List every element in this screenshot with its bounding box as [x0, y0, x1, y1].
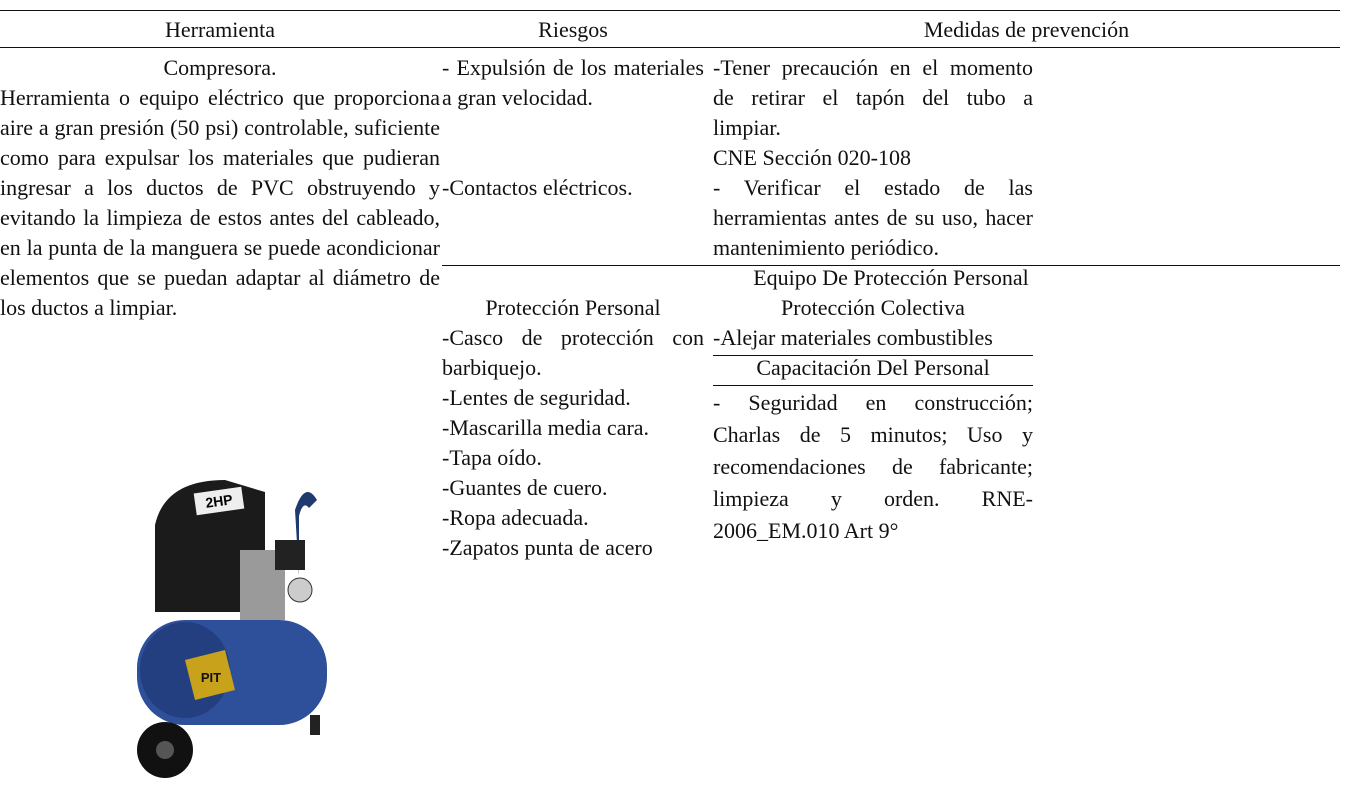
collective-item: -Alejar materiales combustibles: [713, 325, 993, 350]
training-title: Capacitación Del Personal: [756, 355, 990, 380]
personal-list: -Casco de protección con barbiquejo. -Len…: [442, 323, 704, 563]
header-rule: [0, 47, 1340, 48]
personal-item: -Lentes de seguridad.: [442, 385, 631, 410]
header-cell: Riesgos: [538, 17, 608, 42]
label-plate: [193, 486, 245, 516]
personal-item: -Tapa oído.: [442, 445, 542, 470]
header-cell: Herramienta: [165, 17, 275, 42]
brand-text: PIT: [201, 670, 221, 685]
label-text: 2HP: [204, 491, 233, 511]
personal-item: -Casco de protección con barbiquejo.: [442, 325, 704, 380]
header-cell: Medidas de prevención: [923, 17, 1130, 42]
cell-rule: [713, 385, 1033, 386]
measure: -Tener precaución en el momento de retir…: [713, 55, 1033, 140]
personal-item: -Ropa adecuada.: [442, 505, 589, 530]
personal-item: -Zapatos punta de acero: [442, 535, 653, 560]
risk: - Expulsión de los materiales a gran vel…: [442, 55, 704, 110]
collective-title: Protección Colectiva: [781, 295, 965, 320]
top-rule: [0, 10, 1340, 11]
epp-title: Equipo De Protección Personal: [753, 265, 1029, 290]
wheel-hub: [156, 741, 174, 759]
section-rule: [442, 265, 1340, 266]
foot: [310, 715, 320, 735]
personal-item: -Guantes de cuero.: [442, 475, 608, 500]
measure: CNE Sección 020-108: [713, 145, 911, 170]
cell-rule: [713, 355, 1033, 356]
personal-title: Protección Personal: [485, 295, 661, 320]
risk: -Contactos eléctricos.: [442, 175, 633, 200]
tool-name: Compresora.: [163, 55, 277, 80]
training-text: - Seguridad en construcción; Charlas de …: [713, 390, 1033, 543]
gauge: [287, 577, 313, 603]
brand-badge: [185, 650, 235, 700]
motor-cover: [155, 480, 265, 612]
switch: [275, 540, 305, 570]
compressor-image: 2HP PIT: [137, 480, 327, 778]
handle: [295, 492, 317, 576]
measure: - Verificar el estado de las herramienta…: [713, 175, 1033, 260]
personal-item: -Mascarilla media cara.: [442, 415, 650, 440]
tool-description: Herramienta o equipo eléctrico que propo…: [0, 85, 440, 320]
